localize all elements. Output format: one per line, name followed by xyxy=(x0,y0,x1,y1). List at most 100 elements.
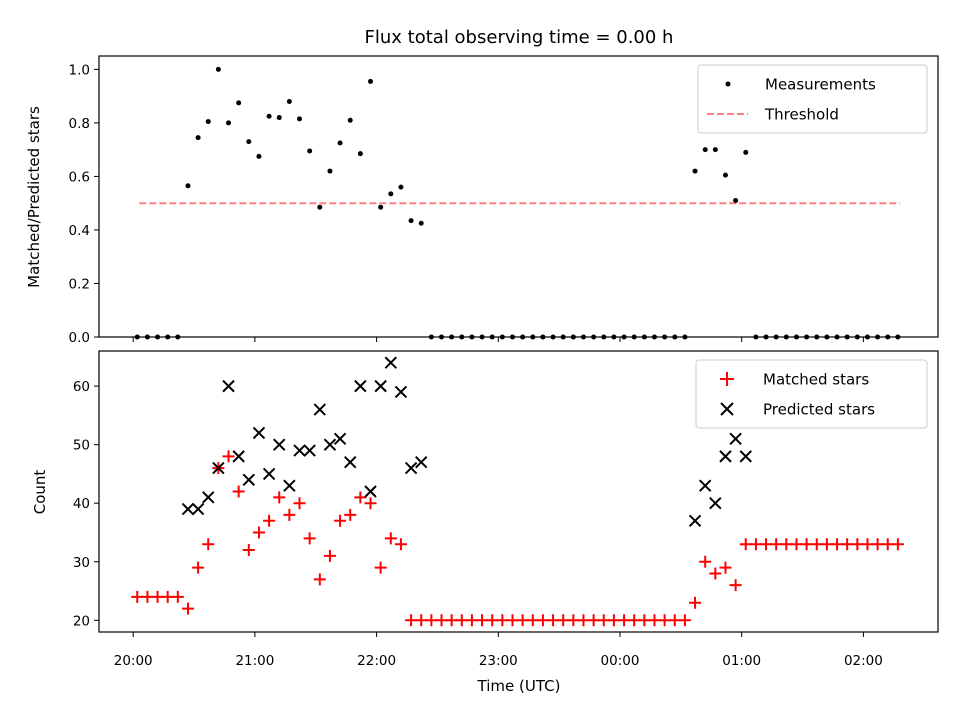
measurement-point xyxy=(327,168,333,174)
matched-stars-point xyxy=(334,514,347,527)
bottom-panel: 20 30 40 50 60 20:00 21:00 22:00 23:00 00:00 01:0… xyxy=(31,350,939,695)
legend-matched-marker xyxy=(720,372,734,386)
matched-stars-point xyxy=(729,579,742,592)
matched-stars-point xyxy=(141,590,154,603)
matched-stars-point xyxy=(202,538,215,551)
top-y-tick-label: 0.0 xyxy=(69,330,90,346)
top-legend-box xyxy=(697,64,928,134)
matched-stars-point xyxy=(678,614,691,627)
matched-stars-point xyxy=(891,538,904,551)
predicted-stars-point xyxy=(719,450,732,463)
x-tick-label: 20:00 xyxy=(114,653,153,669)
matched-stars-point xyxy=(171,590,184,603)
predicted-stars-point xyxy=(273,438,286,451)
matched-stars-point xyxy=(283,508,296,521)
matched-stars-point xyxy=(394,538,407,551)
matched-stars-point xyxy=(638,614,651,627)
measurement-point xyxy=(215,66,221,72)
matched-stars-point xyxy=(597,614,610,627)
matched-stars-point xyxy=(709,567,722,580)
matched-stars-point xyxy=(871,538,884,551)
matched-stars-point xyxy=(323,549,336,562)
bottom-y-tick-label: 20 xyxy=(73,613,90,629)
matched-stars-point xyxy=(536,614,549,627)
matched-stars-point xyxy=(192,561,205,574)
predicted-stars-point xyxy=(709,497,722,510)
matched-stars-point xyxy=(303,532,316,545)
legend-predicted-marker xyxy=(720,402,734,416)
legend-measurements-marker xyxy=(725,81,731,87)
predicted-stars-point xyxy=(232,450,245,463)
measurement-point xyxy=(337,140,343,146)
measurement-point xyxy=(712,147,718,153)
bottom-legend: Matched stars Predicted stars xyxy=(695,359,928,429)
predicted-stars-point xyxy=(323,438,337,451)
predicted-stars-point xyxy=(202,491,215,504)
matched-stars-point xyxy=(719,561,732,574)
x-tick-label: 01:00 xyxy=(722,653,761,669)
matched-stars-point xyxy=(628,614,641,627)
top-y-tick-label: 0.6 xyxy=(69,169,90,185)
predicted-stars-point xyxy=(191,502,205,516)
measurement-point xyxy=(347,117,353,123)
matched-stars-point xyxy=(749,538,762,551)
measurement-point xyxy=(398,184,404,190)
matched-stars-point xyxy=(374,561,387,574)
matched-stars-point xyxy=(760,538,773,551)
predicted-stars-point xyxy=(374,379,387,393)
matched-stars-point xyxy=(790,538,803,551)
matched-stars-point xyxy=(222,450,235,463)
predicted-stars-point xyxy=(415,456,428,469)
predicted-stars-point xyxy=(739,450,752,463)
matched-stars-point xyxy=(881,538,894,551)
top-y-tick-label: 0.4 xyxy=(69,223,90,239)
top-y-tick-label: 0.8 xyxy=(69,116,90,132)
matched-stars-point xyxy=(445,614,458,627)
bottom-y-axis: 20 30 40 50 60 xyxy=(73,379,99,629)
matched-stars-point xyxy=(800,538,813,551)
predicted-stars-point xyxy=(181,502,195,516)
measurement-point xyxy=(185,183,191,189)
x-axis-label: Time (UTC) xyxy=(477,677,561,695)
matched-stars-point xyxy=(415,614,428,627)
matched-stars-point xyxy=(831,538,844,551)
measurement-point xyxy=(388,191,394,197)
matched-stars-point xyxy=(526,614,539,627)
matched-stars-point xyxy=(263,514,276,527)
bottom-legend-box xyxy=(695,359,928,429)
bottom-axes-frame xyxy=(98,350,939,633)
matched-stars-point xyxy=(618,614,631,627)
matched-stars-point xyxy=(861,538,874,551)
matched-stars-point xyxy=(131,590,144,603)
matched-stars-point xyxy=(465,614,478,627)
x-tick-label: 22:00 xyxy=(357,653,396,669)
matched-stars-point xyxy=(699,555,712,568)
top-panel: 0.0 0.2 0.4 0.6 0.8 1.0 Matched/Predicted sta… xyxy=(25,55,939,346)
matched-stars-point xyxy=(820,538,833,551)
measurement-point xyxy=(317,204,323,210)
measurement-point xyxy=(256,153,262,159)
predicted-stars-point xyxy=(283,479,296,492)
matched-stars-point xyxy=(506,614,519,627)
measurement-point xyxy=(733,198,739,204)
legend-threshold-label: Threshold xyxy=(764,106,839,124)
measurement-point xyxy=(368,78,374,84)
matched-stars-point xyxy=(689,596,702,609)
bottom-y-tick-label: 40 xyxy=(73,496,90,512)
matched-stars-point xyxy=(810,538,823,551)
predicted-stars-point xyxy=(333,432,347,446)
measurement-point xyxy=(357,151,363,157)
top-y-axis: 0.0 0.2 0.4 0.6 0.8 1.0 xyxy=(69,62,99,346)
matched-stars-point xyxy=(577,614,590,627)
matched-stars-point xyxy=(607,614,620,627)
measurement-point xyxy=(743,149,749,155)
figure-title: Flux total observing time = 0.00 h xyxy=(365,27,674,48)
predicted-stars-point xyxy=(313,403,327,416)
matched-stars-point xyxy=(273,491,286,504)
predicted-stars-point xyxy=(688,514,702,527)
legend-predicted-label: Predicted stars xyxy=(763,401,875,419)
predicted-stars-point xyxy=(242,473,256,486)
predicted-stars-point xyxy=(698,479,712,492)
predicted-stars-point xyxy=(293,444,306,457)
